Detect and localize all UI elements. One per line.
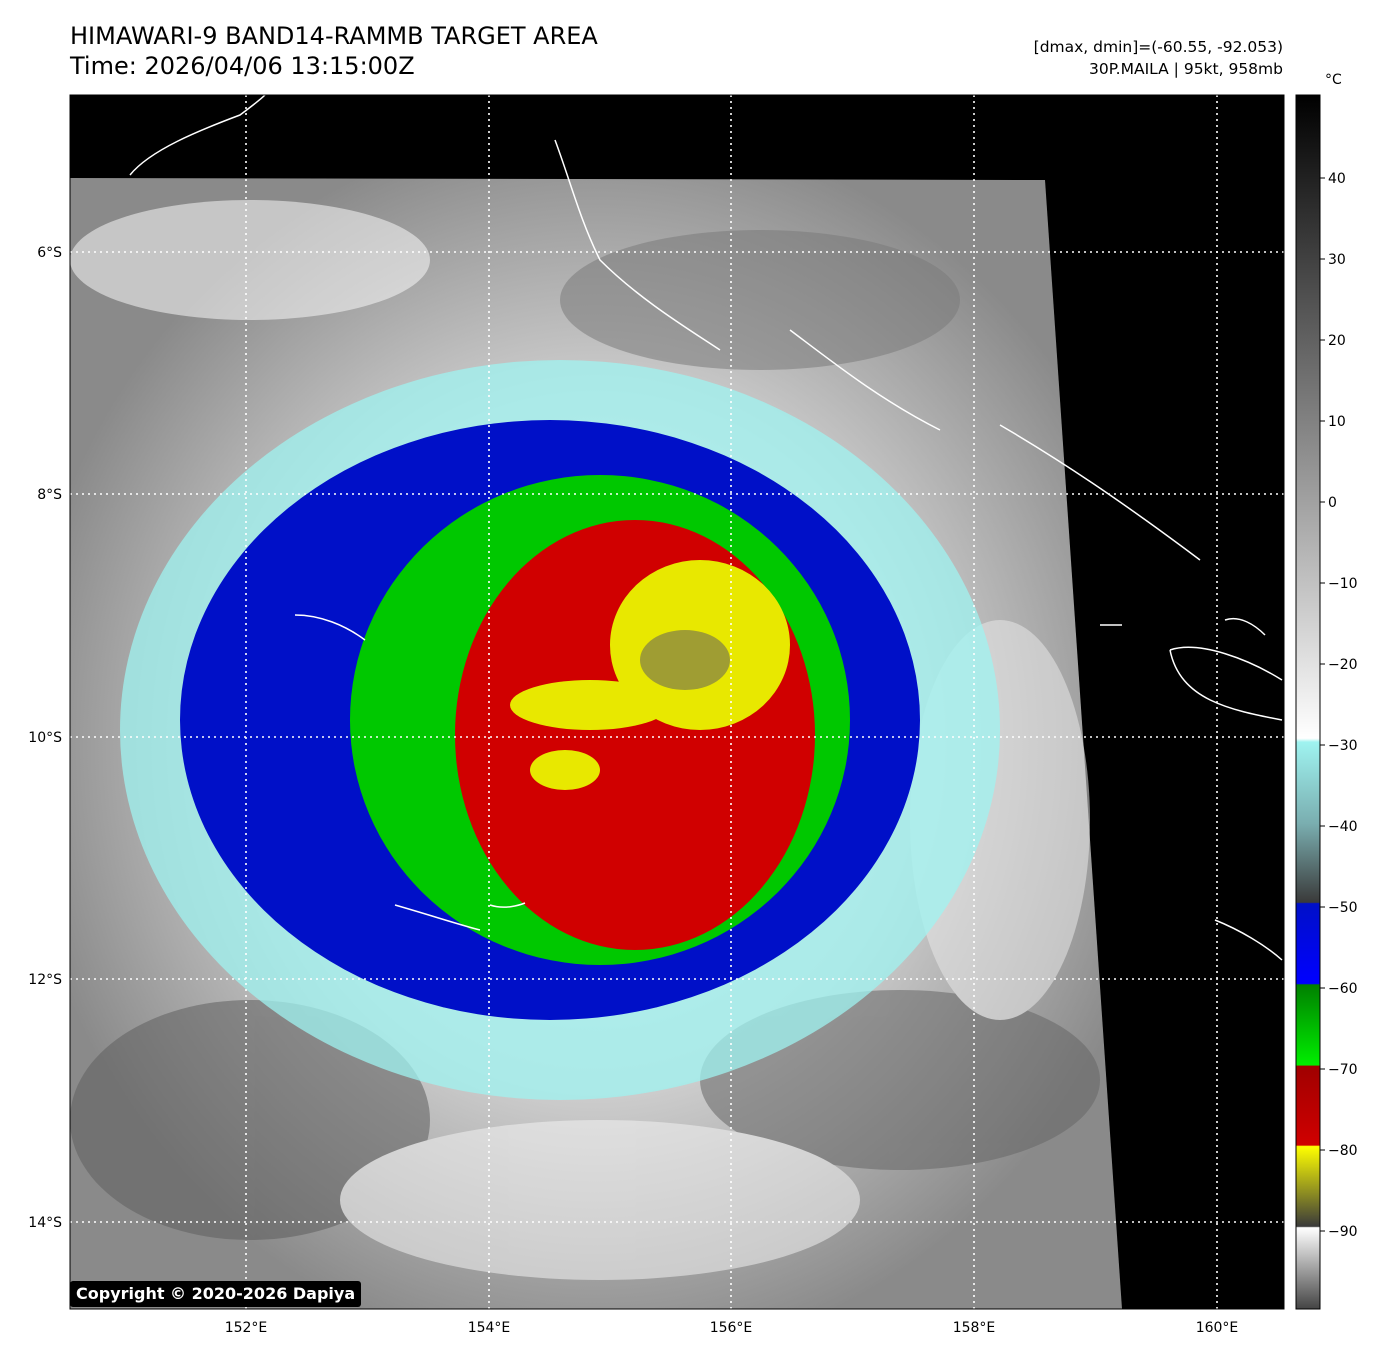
map-frame — [69, 94, 1285, 1310]
colorbar-tick-label: −90 — [1328, 1224, 1358, 1240]
copyright-badge: Copyright © 2020-2026 Dapiya — [70, 1281, 362, 1307]
colorbar-tick-label: −60 — [1328, 981, 1358, 997]
lat-label: 8°S — [37, 487, 62, 503]
coastlines — [129, 95, 1283, 961]
graticule — [70, 95, 1284, 1309]
colorbar-tick-label: −80 — [1328, 1143, 1358, 1159]
lon-label: 160°E — [1196, 1320, 1239, 1336]
timestamp: Time: 2026/04/06 13:15:00Z — [70, 52, 415, 80]
lon-label: 156°E — [710, 1320, 753, 1336]
colorbar-tick-label: −30 — [1328, 738, 1358, 754]
temperature-range: [dmax, dmin]=(-60.55, -92.053) — [1033, 38, 1283, 56]
colorbar-tick-label: −20 — [1328, 657, 1358, 673]
colorbar-unit: °C — [1325, 72, 1342, 88]
colorbar-tick-label: −70 — [1328, 1062, 1358, 1078]
lon-label: 154°E — [468, 1320, 511, 1336]
colorbar-ticks: 40 30 20 10 0 −10 −20 −30 −40 −50 −60 −70 −80 −90 — [1320, 171, 1358, 1240]
storm-structure — [120, 360, 1000, 1100]
colorbar-tick-label: −10 — [1328, 576, 1358, 592]
colorbar — [1295, 94, 1321, 1310]
colorbar-tick-label: −40 — [1328, 819, 1358, 835]
colorbar-tick-label: 30 — [1328, 252, 1346, 268]
chart-title: HIMAWARI-9 BAND14-RAMMB TARGET AREA — [70, 22, 598, 50]
lat-label: 12°S — [28, 972, 62, 988]
colorbar-tick-label: −50 — [1328, 900, 1358, 916]
lat-label: 6°S — [37, 245, 62, 261]
storm-info: 30P.MAILA | 95kt, 958mb — [1089, 60, 1283, 78]
lat-label: 10°S — [28, 730, 62, 746]
colorbar-tick-label: 20 — [1328, 333, 1346, 349]
colorbar-tick-label: 0 — [1328, 495, 1337, 511]
lat-label: 14°S — [28, 1215, 62, 1231]
colorbar-tick-label: 10 — [1328, 414, 1346, 430]
lon-label: 158°E — [953, 1320, 996, 1336]
lon-label: 152°E — [225, 1320, 268, 1336]
colorbar-tick-label: 40 — [1328, 171, 1346, 187]
